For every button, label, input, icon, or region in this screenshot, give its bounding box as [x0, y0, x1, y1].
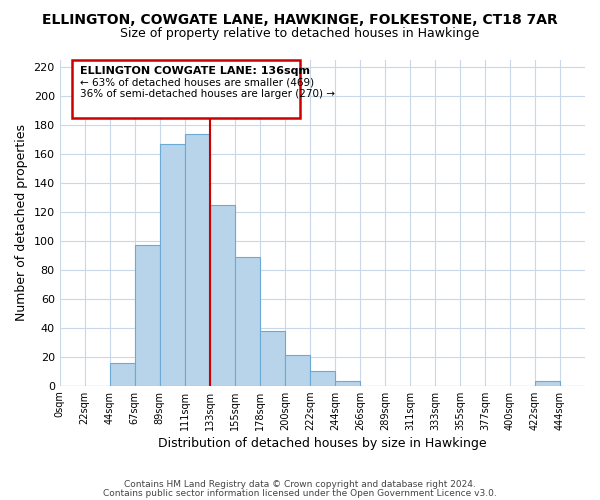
Bar [72, 60, 300, 118]
Text: Contains HM Land Registry data © Crown copyright and database right 2024.: Contains HM Land Registry data © Crown c… [124, 480, 476, 489]
Bar [285, 356, 310, 386]
X-axis label: Distribution of detached houses by size in Hawkinge: Distribution of detached houses by size … [158, 437, 487, 450]
Bar [110, 362, 135, 386]
Bar [160, 144, 185, 386]
Bar [335, 382, 360, 386]
Bar [260, 330, 285, 386]
Text: Size of property relative to detached houses in Hawkinge: Size of property relative to detached ho… [121, 28, 479, 40]
Text: ← 63% of detached houses are smaller (469): ← 63% of detached houses are smaller (46… [80, 78, 314, 88]
Text: 36% of semi-detached houses are larger (270) →: 36% of semi-detached houses are larger (… [80, 89, 335, 99]
Bar [210, 205, 235, 386]
Bar [310, 371, 335, 386]
Bar [135, 246, 160, 386]
Bar [235, 257, 260, 386]
Bar [535, 382, 560, 386]
Text: ELLINGTON, COWGATE LANE, HAWKINGE, FOLKESTONE, CT18 7AR: ELLINGTON, COWGATE LANE, HAWKINGE, FOLKE… [42, 12, 558, 26]
Y-axis label: Number of detached properties: Number of detached properties [15, 124, 28, 322]
Text: ELLINGTON COWGATE LANE: 136sqm: ELLINGTON COWGATE LANE: 136sqm [80, 66, 310, 76]
Bar [185, 134, 210, 386]
Text: Contains public sector information licensed under the Open Government Licence v3: Contains public sector information licen… [103, 488, 497, 498]
